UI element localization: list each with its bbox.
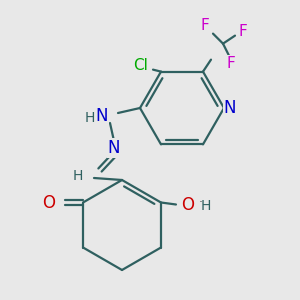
Text: F: F (226, 56, 236, 71)
Text: O: O (182, 196, 194, 214)
Text: F: F (238, 24, 247, 39)
Text: H: H (73, 169, 83, 183)
Text: N: N (224, 99, 236, 117)
Text: O: O (43, 194, 56, 211)
Text: N: N (96, 107, 108, 125)
Text: ·: · (199, 196, 203, 209)
Text: H: H (85, 111, 95, 125)
Text: Cl: Cl (134, 58, 148, 73)
Text: F: F (201, 18, 209, 33)
Text: H: H (201, 200, 211, 214)
Text: N: N (108, 139, 120, 157)
